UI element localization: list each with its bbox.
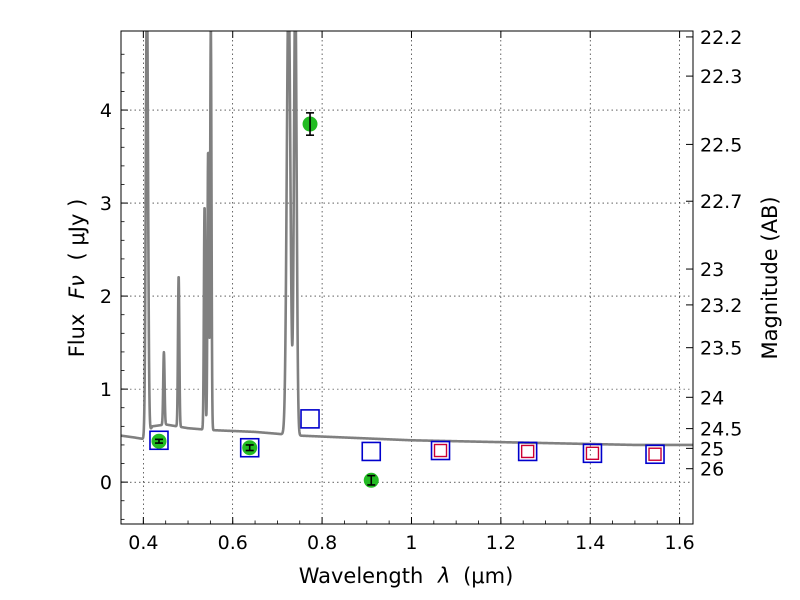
x-axis-label-text: Wavelength bbox=[299, 564, 424, 588]
x-tick-label: 0.8 bbox=[307, 532, 337, 554]
model-square-blue bbox=[430, 440, 451, 461]
x-axis-label-symbol: λ bbox=[437, 564, 450, 588]
y-axis-label: Flux Fν ( μJy ) bbox=[65, 199, 89, 358]
model-square-red bbox=[520, 444, 535, 459]
y2-tick-label: 23.2 bbox=[700, 295, 742, 317]
model-square-red bbox=[648, 447, 662, 461]
y2-tick-label: 26 bbox=[700, 459, 724, 481]
model-square-blue bbox=[300, 409, 320, 429]
y-axis-label-symbol: Fν bbox=[65, 275, 89, 299]
axes-ticks: 0.4 0.6 0.8 1 1.2 1.4 1.60123422.222.322.522.7… bbox=[100, 27, 742, 554]
model-square-blue bbox=[361, 441, 382, 462]
model-square-blue bbox=[149, 430, 169, 451]
y2-tick-label: 23.5 bbox=[700, 338, 742, 360]
x-tick-label: 1 bbox=[405, 532, 417, 554]
x-tick-label: 1.4 bbox=[575, 532, 605, 554]
x-axis-label: Wavelength λ (μm) bbox=[299, 564, 514, 588]
model-square-blue bbox=[239, 437, 260, 458]
model-square-blue bbox=[645, 444, 665, 465]
spectrum-line bbox=[121, 31, 693, 447]
y-tick-label: 0 bbox=[100, 472, 112, 494]
y2-tick-label: 24 bbox=[700, 387, 724, 409]
y2-tick-label: 25 bbox=[700, 438, 724, 460]
y2-axis-label: Magnitude (AB) bbox=[758, 196, 782, 359]
y-tick-label: 3 bbox=[100, 193, 112, 215]
y2-tick-label: 22.3 bbox=[700, 66, 742, 88]
y-tick-label: 2 bbox=[100, 286, 112, 308]
model-square-blue bbox=[517, 441, 538, 462]
y-tick-label: 4 bbox=[100, 100, 112, 122]
model-spectrum bbox=[121, 31, 693, 447]
y2-tick-label: 22.5 bbox=[700, 134, 742, 156]
y-axis-label-unit: ( μJy ) bbox=[65, 199, 89, 261]
model-square-red bbox=[433, 443, 448, 458]
x-tick-label: 1.6 bbox=[664, 532, 694, 554]
y-axis-label-text: Flux bbox=[65, 314, 89, 358]
model-square-red bbox=[585, 446, 600, 461]
y2-tick-label: 22.2 bbox=[700, 27, 742, 49]
y2-tick-label: 23 bbox=[700, 259, 724, 281]
y-tick-label: 1 bbox=[100, 379, 112, 401]
x-tick-label: 1.2 bbox=[486, 532, 516, 554]
x-axis-label-unit: (μm) bbox=[463, 564, 513, 588]
y2-tick-label: 22.7 bbox=[700, 191, 742, 213]
y2-tick-label: 24.5 bbox=[700, 419, 742, 441]
x-tick-label: 0.4 bbox=[128, 532, 158, 554]
x-tick-label: 0.6 bbox=[218, 532, 248, 554]
model-square-blue bbox=[582, 443, 603, 464]
data-points bbox=[149, 112, 665, 488]
